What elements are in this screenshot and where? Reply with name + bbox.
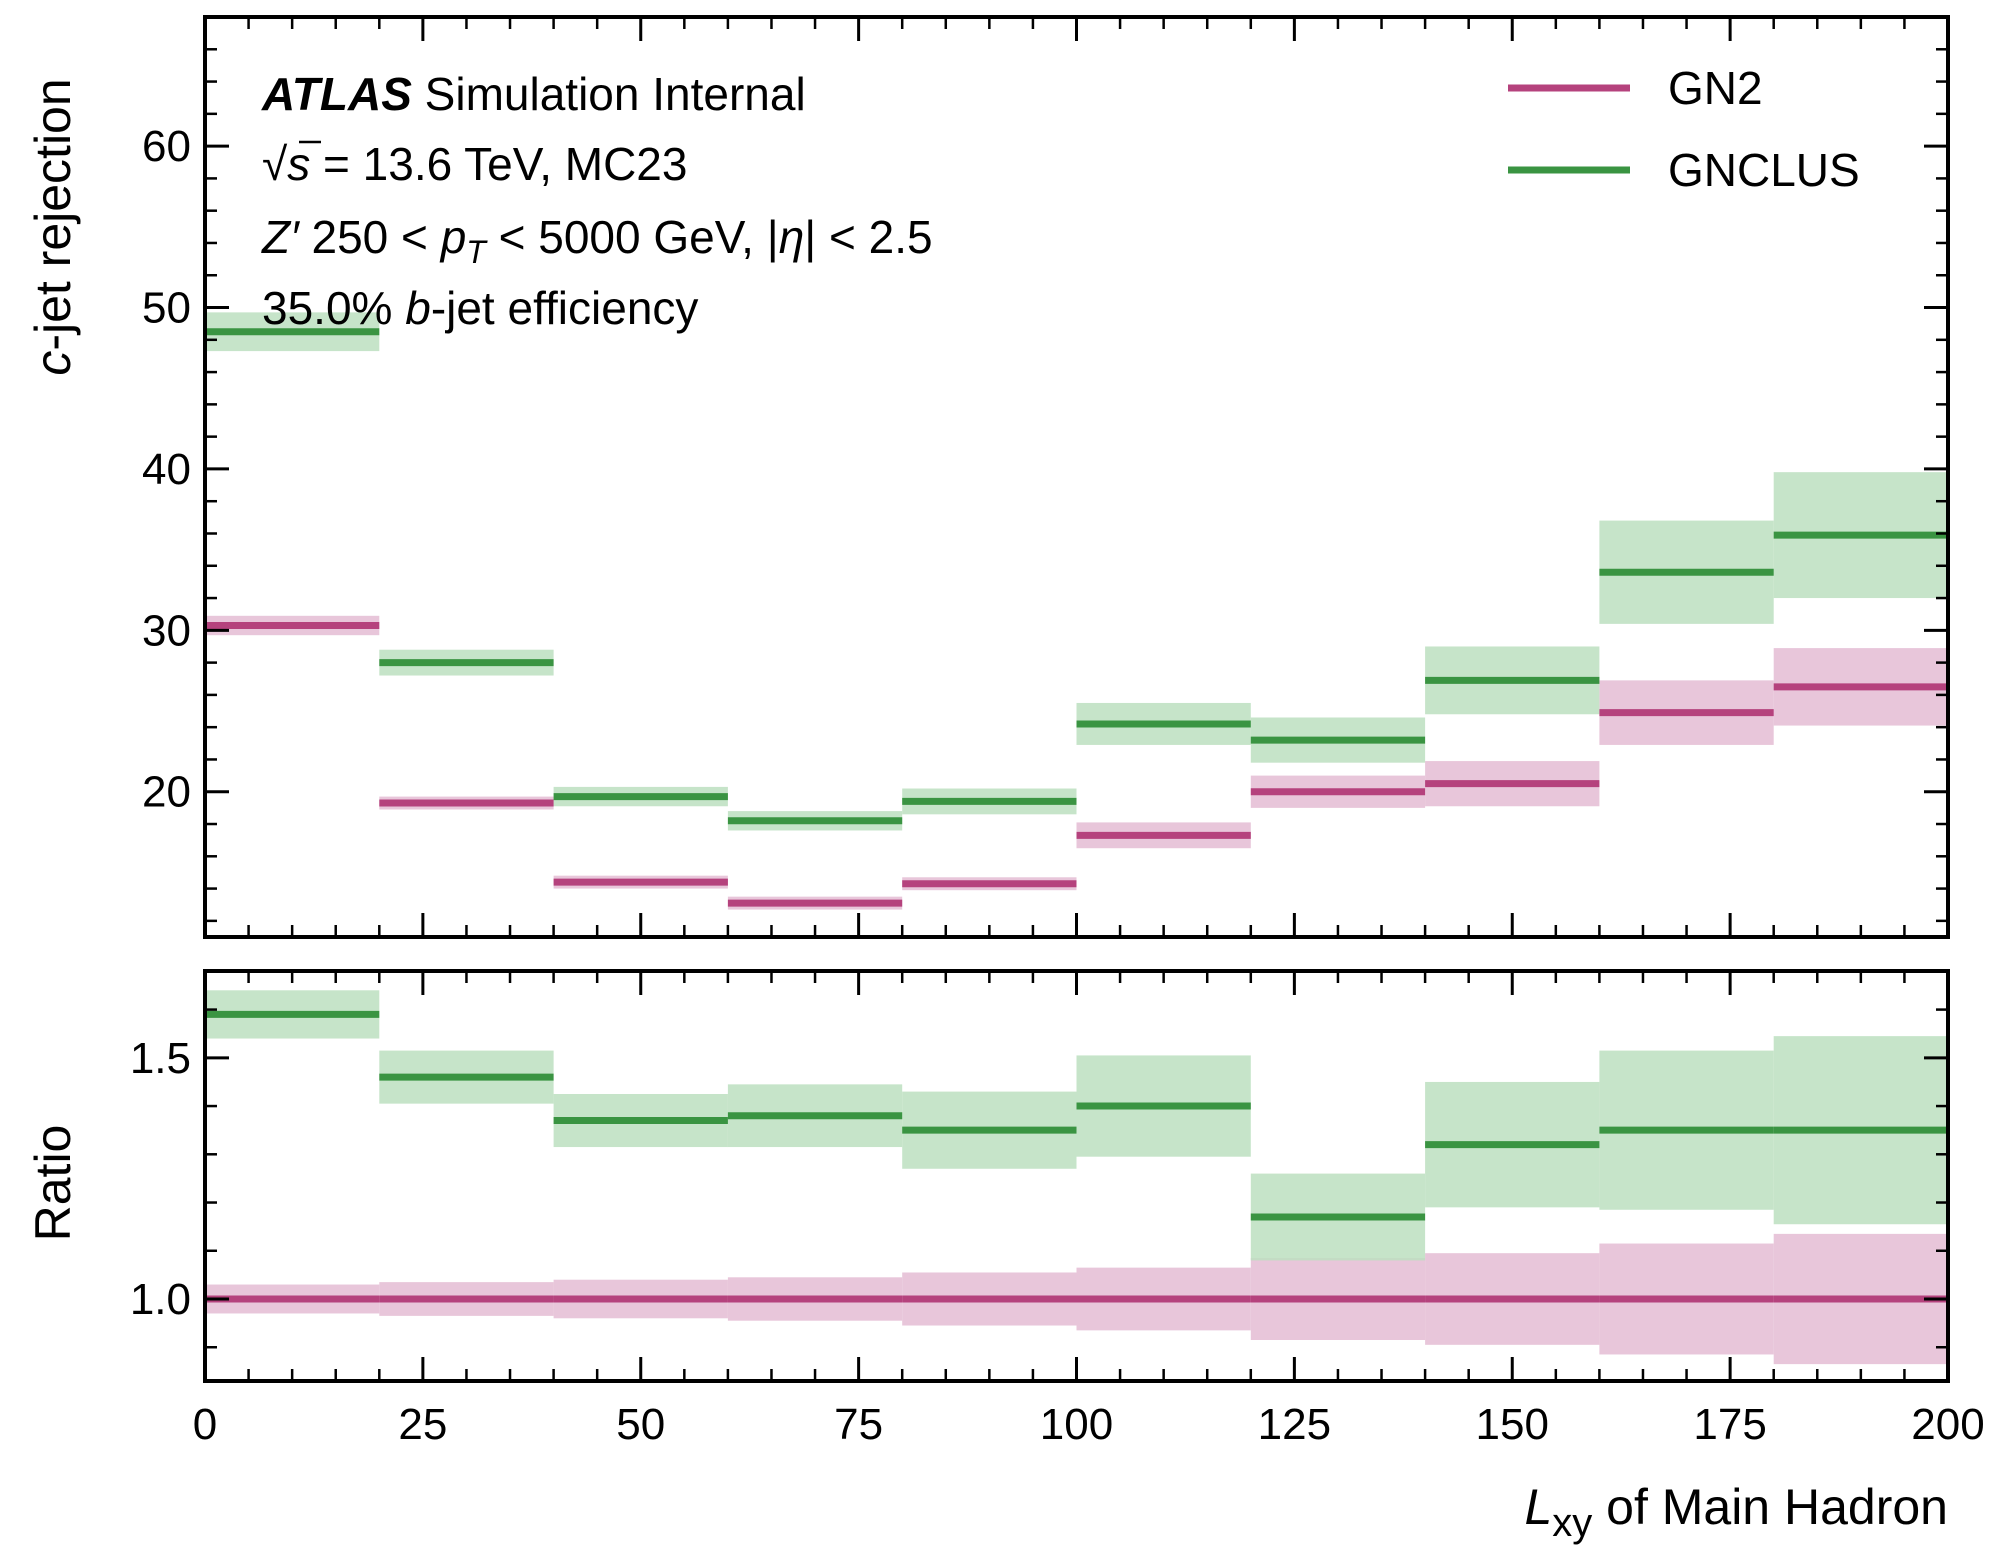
main-ytick-label: 50 [142,284,191,333]
ratio-xtick-label: 200 [1911,1400,1984,1449]
energy-label: √s = 13.6 TeV, MC23 [262,138,687,190]
ratio-xtick-label: 0 [193,1400,217,1449]
ratio-axis-ticks: 1.0 1.5 0 25 50 75 100 125 150 175 200 [130,971,1985,1449]
ratio-ytick-label: 1.5 [130,1034,191,1083]
legend-label-gnclus: GNCLUS [1668,144,1860,196]
main-error-bands [205,312,1948,910]
ratio-xtick-label: 150 [1476,1400,1549,1449]
sample-label: Z′ 250 < pT < 5000 GeV, |η| < 2.5 [261,211,933,270]
atlas-label: ATLAS Simulation Internal [261,68,806,120]
ratio-ytick-label: 1.0 [130,1275,191,1324]
ratio-xtick-label: 100 [1040,1400,1113,1449]
x-axis-label: Lxy of Main Hadron [1524,1479,1948,1545]
main-plot-frame [203,15,1950,939]
ratio-xtick-label: 175 [1693,1400,1766,1449]
ratio-xtick-label: 50 [616,1400,665,1449]
main-ytick-label: 60 [142,122,191,171]
legend: GN2 GNCLUS [1508,62,1860,196]
ratio-ylabel: Ratio [25,1125,81,1242]
main-ytick-label: 40 [142,445,191,494]
ratio-plot-frame [203,969,1950,1383]
ratio-panel: 1.0 1.5 0 25 50 75 100 125 150 175 200 Ratio Lxy o… [25,969,1985,1545]
ratio-error-bands [205,990,1948,1365]
main-ylabel: c-jet rejection [25,78,81,375]
ratio-xtick-label: 25 [398,1400,447,1449]
ratio-series-lines [205,1010,1948,1303]
ratio-xtick-label: 75 [834,1400,883,1449]
efficiency-label: 35.0% b-jet efficiency [262,282,698,334]
main-ytick-label: 20 [142,768,191,817]
ratio-xtick-label: 125 [1258,1400,1331,1449]
main-panel: 20 30 40 50 60 c-jet rejection ATLAS Simulat… [25,15,1950,939]
main-ytick-label: 30 [142,606,191,655]
main-series-lines [205,328,1948,907]
legend-label-gn2: GN2 [1668,62,1763,114]
